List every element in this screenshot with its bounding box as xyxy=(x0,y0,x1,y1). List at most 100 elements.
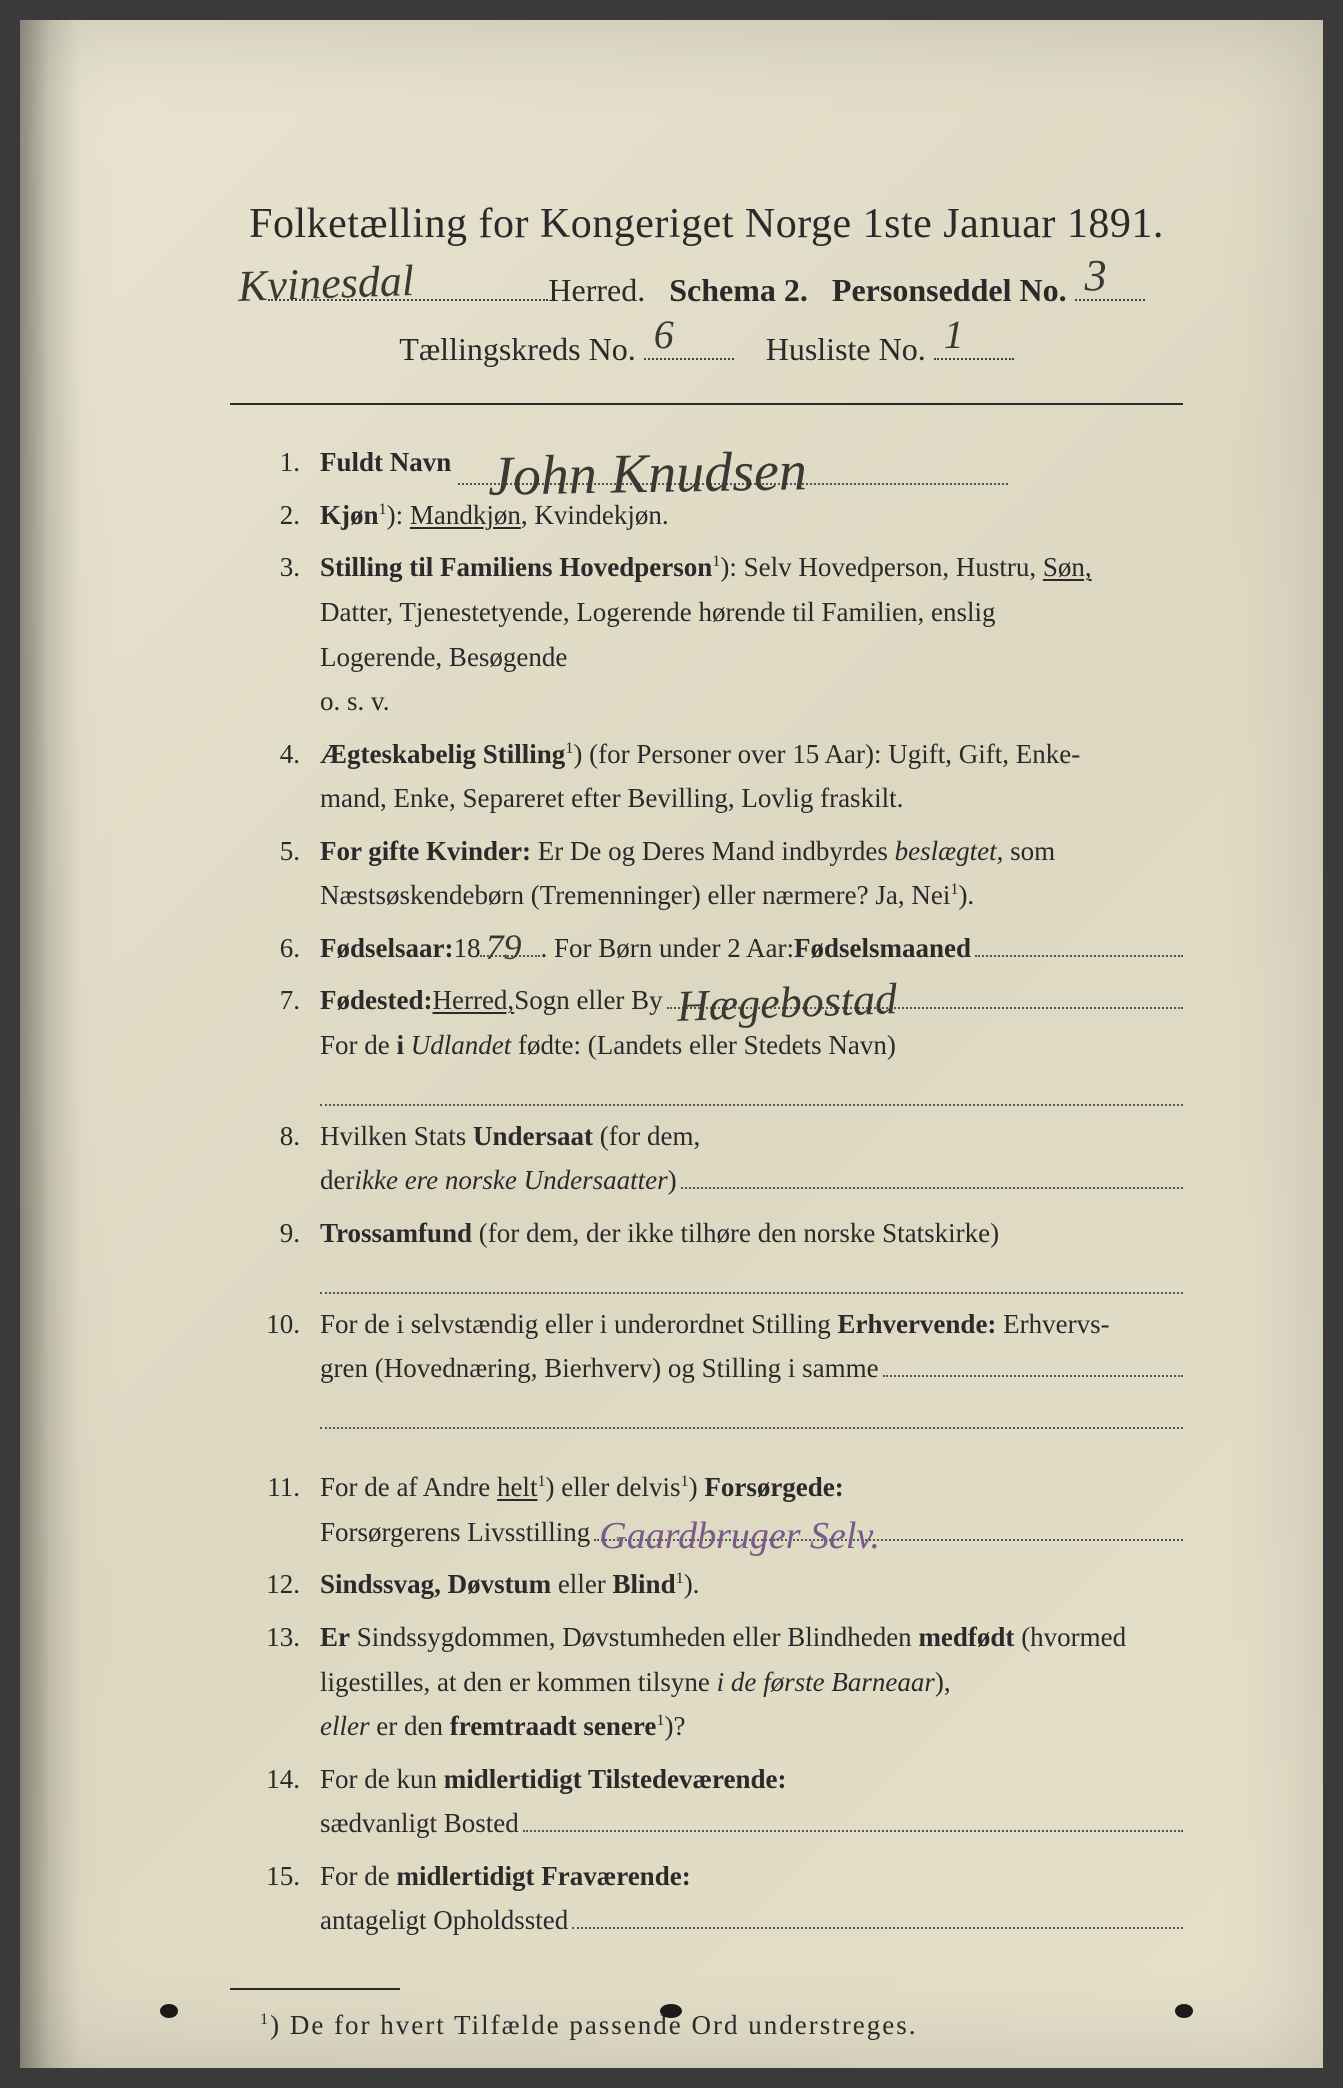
footnote: 1) De for hvert Tilfælde passende Ord un… xyxy=(230,2010,1183,2041)
main-title: Folketælling for Kongeriget Norge 1ste J… xyxy=(230,200,1183,248)
undersaat-bold: Undersaat xyxy=(473,1121,593,1151)
sinds-cont2-bold: fremtraadt senere xyxy=(450,1711,657,1741)
entry-5-num: 5. xyxy=(250,829,320,918)
stilling-label: Stilling til Familiens Hovedperson xyxy=(320,552,712,582)
bosted-field xyxy=(523,1808,1183,1832)
husliste-label: Husliste No. xyxy=(766,331,926,367)
footnote-rule xyxy=(230,1988,400,1990)
erhverv-bold: Erhvervende: xyxy=(837,1309,996,1339)
entry-10-num: 10. xyxy=(250,1302,320,1429)
entry-13-body: Er Sindssygdommen, Døvstumheden eller Bl… xyxy=(320,1615,1183,1749)
entry-3: 3. Stilling til Familiens Hovedperson1):… xyxy=(250,545,1183,723)
tilstede-bold: midlertidigt Tilstedeværende: xyxy=(444,1764,787,1794)
sinds-cont1-b: ), xyxy=(935,1667,951,1697)
entry-9: 9. Trossamfund (for dem, der ikke tilhør… xyxy=(250,1211,1183,1294)
stilling-cont3: o. s. v. xyxy=(320,679,1183,724)
undersaat-field xyxy=(681,1165,1183,1189)
entry-12-body: Sindssvag, Døvstum eller Blind1). xyxy=(320,1562,1183,1607)
erhverv-field1 xyxy=(883,1353,1183,1377)
entry-2-body: Kjøn1): Mandkjøn, Kvindekjøn. xyxy=(320,493,1183,538)
entry-6-body: Fødselsaar: 18 79 . For Børn under 2 Aar… xyxy=(320,926,1183,971)
forsorgede-sup2: 1 xyxy=(681,1472,689,1490)
entry-15: 15. For de midlertidigt Fraværende: anta… xyxy=(250,1854,1183,1943)
forsorgede-text-a: For de af Andre xyxy=(320,1472,497,1502)
fuldt-navn-label: Fuldt Navn xyxy=(320,447,451,477)
er-bold: Er xyxy=(320,1622,350,1652)
taellingskreds-label: Tællingskreds No. xyxy=(399,331,635,367)
fodested-line1: Fødested: Herred, Sogn eller By Hægebost… xyxy=(320,978,1183,1023)
entry-3-body: Stilling til Familiens Hovedperson1): Se… xyxy=(320,545,1183,723)
undersaat-cont1-a: der xyxy=(320,1158,354,1203)
gifte-cont1: Næstsøskendebørn (Tremenninger) eller næ… xyxy=(320,873,1183,918)
entry-11: 11. For de af Andre helt1) eller delvis1… xyxy=(250,1465,1183,1554)
entry-10: 10. For de i selvstændig eller i underor… xyxy=(250,1302,1183,1429)
fuldt-navn-field: John Knudsen xyxy=(458,453,1008,485)
entry-2-num: 2. xyxy=(250,493,320,538)
entry-2: 2. Kjøn1): Mandkjøn, Kvindekjøn. xyxy=(250,493,1183,538)
sinds-cont2-italic: eller xyxy=(320,1711,369,1741)
paper-mark-3 xyxy=(1175,2004,1193,2018)
blind-bold: Blind xyxy=(613,1569,676,1599)
entry-12: 12. Sindssvag, Døvstum eller Blind1). xyxy=(250,1562,1183,1607)
entry-14-num: 14. xyxy=(250,1757,320,1846)
erhverv-cont1-text: gren (Hovednæring, Bierhverv) og Stillin… xyxy=(320,1346,879,1391)
entry-11-num: 11. xyxy=(250,1465,320,1554)
undersaat-text-b: (for dem, xyxy=(593,1121,700,1151)
personseddel-value: 3 xyxy=(1085,250,1107,301)
census-form-page: Folketælling for Kongeriget Norge 1ste J… xyxy=(20,20,1323,2068)
erhverv-cont1: gren (Hovednæring, Bierhverv) og Stillin… xyxy=(320,1346,1183,1391)
undersaat-cont1: der ikke ere norske Undersaatter) xyxy=(320,1158,1183,1203)
sinds-text-a: Sindssygdommen, Døvstumheden eller Blind… xyxy=(350,1622,918,1652)
header-line-2: Kvinesdal Herred. Schema 2. Personseddel… xyxy=(230,266,1183,309)
sinds-cont2: eller er den fremtraadt senere1)? xyxy=(320,1704,1183,1749)
stilling-rest-a: ): Selv Hovedperson, Hustru, xyxy=(720,552,1042,582)
entry-6: 6. Fødselsaar: 18 79 . For Børn under 2 … xyxy=(250,926,1183,971)
herred-label: Herred. xyxy=(548,272,645,308)
gifte-cont1-a: Næstsøskendebørn (Tremenninger) eller næ… xyxy=(320,880,950,910)
personseddel-field: 3 xyxy=(1075,266,1145,301)
header-divider xyxy=(230,403,1183,405)
entry-5: 5. For gifte Kvinder: Er De og Deres Man… xyxy=(250,829,1183,918)
spacer xyxy=(250,1437,1183,1465)
fodselsaar-label: Fødselsaar: xyxy=(320,926,453,971)
trossamfund-field xyxy=(320,1262,1183,1294)
stilling-cont2: Logerende, Besøgende xyxy=(320,635,1183,680)
entry-1: 1. Fuldt Navn John Knudsen xyxy=(250,440,1183,485)
forsorgede-text-b: ) eller delvis xyxy=(546,1472,681,1502)
entry-14: 14. For de kun midlertidigt Tilstedevære… xyxy=(250,1757,1183,1846)
entry-8: 8. Hvilken Stats Undersaat (for dem, der… xyxy=(250,1114,1183,1203)
fravaer-cont1: antageligt Opholdssted xyxy=(320,1898,1183,1943)
entry-15-num: 15. xyxy=(250,1854,320,1943)
footnote-sup: 1 xyxy=(260,2010,270,2028)
tilstede-text-a: For de kun xyxy=(320,1764,444,1794)
stilling-son: Søn, xyxy=(1043,552,1092,582)
kjon-label: Kjøn xyxy=(320,500,379,530)
fodselsaar-prefix: 18 xyxy=(453,926,480,971)
fodested-cont1-bold: i xyxy=(397,1030,405,1060)
sinds-cont1-a: ligestilles, at den er kommen tilsyne xyxy=(320,1667,717,1697)
tilstede-cont1: sædvanligt Bosted xyxy=(320,1801,1183,1846)
entry-5-body: For gifte Kvinder: Er De og Deres Mand i… xyxy=(320,829,1183,918)
gifte-rest-a: Er De og Deres Mand indbyrdes xyxy=(531,836,895,866)
entry-14-body: For de kun midlertidigt Tilstedeværende:… xyxy=(320,1757,1183,1846)
fodested-blank-line xyxy=(320,1073,1183,1105)
kjon-sup: 1 xyxy=(379,500,387,518)
sindssvag-rest-b: ). xyxy=(684,1569,700,1599)
undersaat-text-a: Hvilken Stats xyxy=(320,1121,473,1151)
entry-10-body: For de i selvstændig eller i underordnet… xyxy=(320,1302,1183,1429)
gifte-label: For gifte Kvinder: xyxy=(320,836,531,866)
fravaer-text-a: For de xyxy=(320,1861,397,1891)
aegteskab-rest: ) (for Personer over 15 Aar): Ugift, Gif… xyxy=(573,739,1080,769)
fodested-cont1-italic: Udlandet xyxy=(404,1030,511,1060)
herred-fill-field: Kvinesdal xyxy=(268,266,548,301)
sindssvag-bold: Sindssvag, Døvstum xyxy=(320,1569,551,1599)
entry-6-num: 6. xyxy=(250,926,320,971)
entry-9-body: Trossamfund (for dem, der ikke tilhøre d… xyxy=(320,1211,1183,1294)
fravaer-bold: midlertidigt Fraværende: xyxy=(397,1861,691,1891)
entry-1-num: 1. xyxy=(250,440,320,485)
entry-7: 7. Fødested: Herred, Sogn eller By Hægeb… xyxy=(250,978,1183,1105)
sindssvag-sup: 1 xyxy=(676,1569,684,1587)
personseddel-label: Personseddel No. xyxy=(832,272,1067,308)
gifte-cont1-b: ). xyxy=(958,880,974,910)
husliste-value: 1 xyxy=(944,311,964,358)
